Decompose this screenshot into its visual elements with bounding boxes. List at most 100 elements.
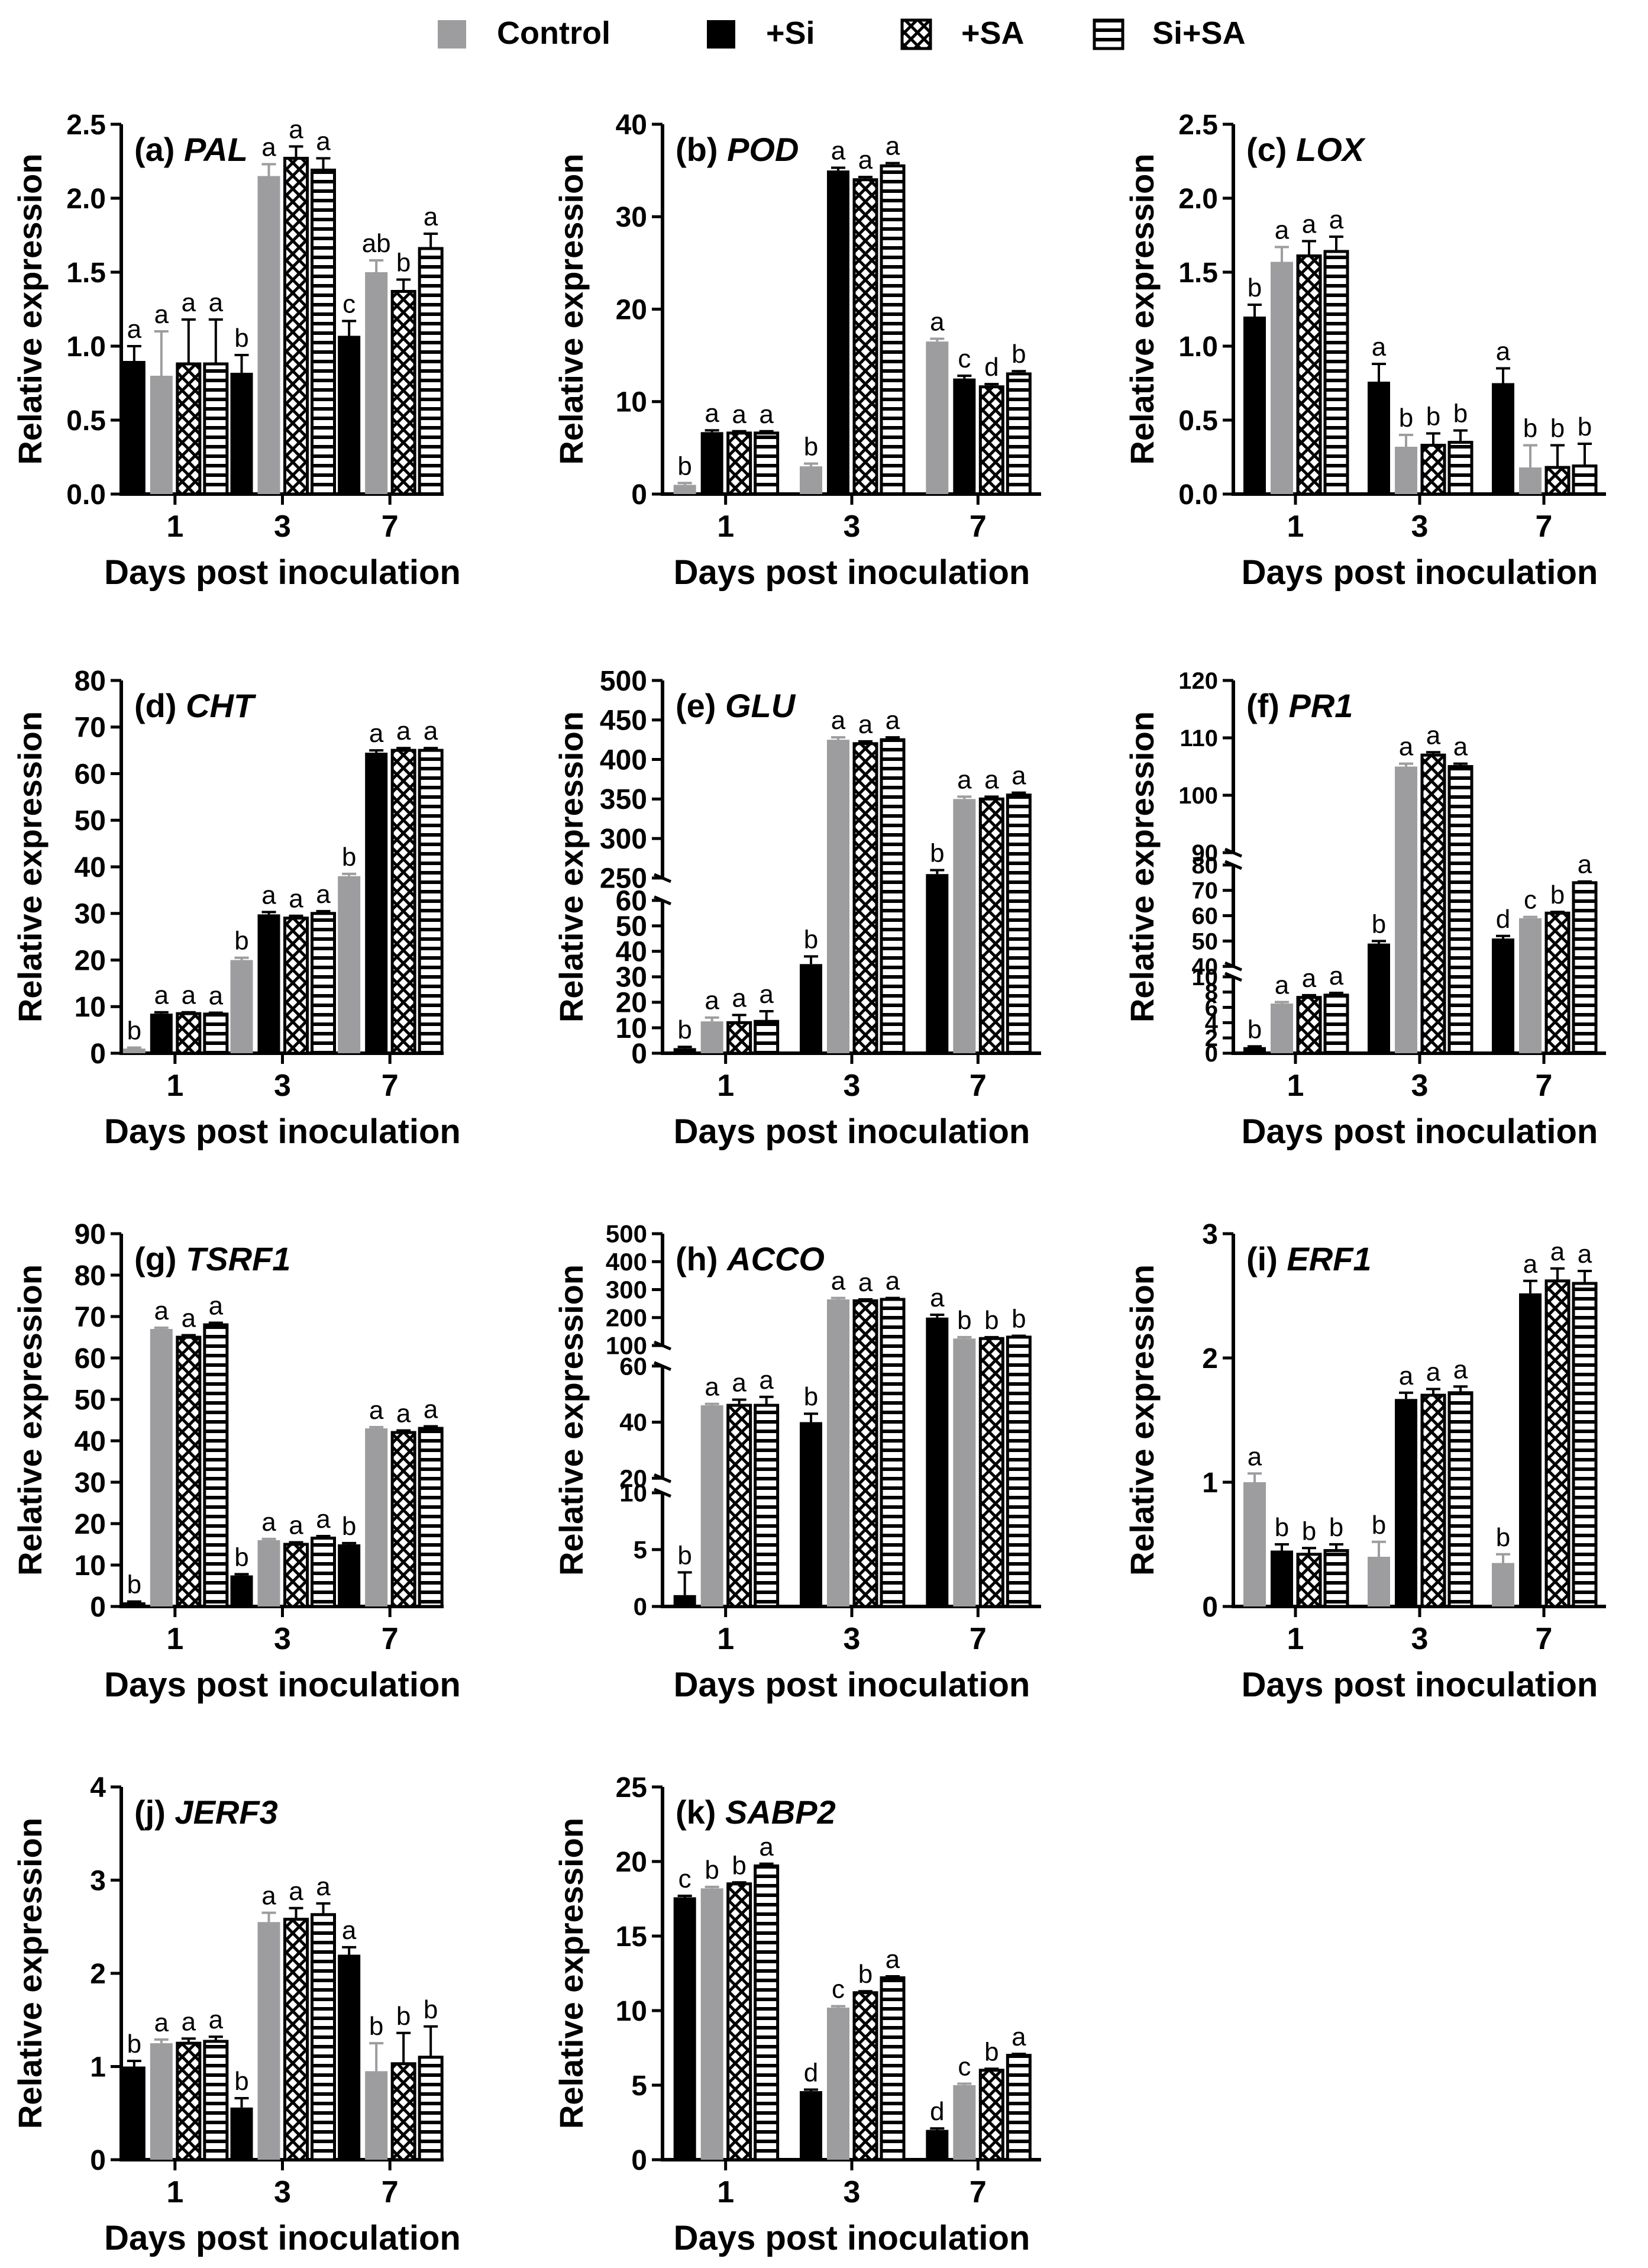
significance-letter: a <box>182 288 196 317</box>
x-tick-label: 1 <box>166 1622 183 1656</box>
bar-si-day7 <box>338 1544 361 1606</box>
bar-control-day7 <box>1492 1563 1514 1606</box>
significance-letter: a <box>1426 1358 1441 1387</box>
bar-control-day1 <box>700 1405 723 1606</box>
bar-si-sa-day1 <box>754 1864 780 2161</box>
significance-letter: a <box>886 706 900 735</box>
bar-sa-day3 <box>283 917 309 1055</box>
significance-letter: a <box>182 981 196 1010</box>
y-tick-label: 0 <box>90 2145 106 2176</box>
bar-si-sa-day3 <box>311 1913 336 2161</box>
panel-title: (i) ERF1 <box>1246 1240 1372 1277</box>
bar-control-day7 <box>1519 467 1542 494</box>
significance-letter: a <box>930 1283 945 1312</box>
significance-letter: b <box>984 1306 999 1335</box>
y-tick-label: 15 <box>616 1921 647 1953</box>
bar-si-day7 <box>1519 1293 1542 1606</box>
panel-label: (f) <box>1246 687 1289 724</box>
panel-title: (e) GLU <box>676 687 796 724</box>
significance-letter: a <box>154 981 169 1010</box>
y-tick-label: 0 <box>634 1593 647 1621</box>
gene-name: CHT <box>186 687 257 724</box>
x-tick-label: 7 <box>1536 509 1553 544</box>
significance-letter: a <box>289 885 303 914</box>
x-tick-label: 1 <box>166 2175 183 2209</box>
y-tick-label: 4 <box>1205 1010 1219 1036</box>
significance-letter: a <box>705 399 719 428</box>
bar-sa-day3 <box>283 1543 309 1608</box>
significance-letter: c <box>832 1975 845 2004</box>
bar-si-day1 <box>1271 1550 1293 1606</box>
x-axis-title: Days post inoculation <box>104 553 461 592</box>
gene-name: TSRF1 <box>186 1240 290 1277</box>
bar-control-day3 <box>230 960 253 1053</box>
significance-letter: a <box>424 1395 438 1424</box>
bar-si-day3 <box>800 2091 822 2160</box>
bar-si-sa-day1 <box>203 1012 229 1055</box>
y-axis-title: Relative expression <box>552 1818 590 2129</box>
y-axis-title: Relative expression <box>11 1818 49 2129</box>
bar-si-sa-day7 <box>1572 464 1598 496</box>
significance-letter: a <box>1329 205 1344 234</box>
significance-letter: b <box>1012 1304 1026 1333</box>
bar-sa-day1 <box>176 1012 202 1055</box>
y-tick-label: 2 <box>90 1959 106 1990</box>
y-tick-label: 10 <box>619 1479 647 1507</box>
significance-letter: a <box>1453 733 1468 762</box>
significance-letter: a <box>1550 1237 1565 1266</box>
bar-si-day3 <box>257 914 280 1053</box>
bar-sa-day1 <box>726 431 752 496</box>
bar-si-day3 <box>1395 1399 1417 1606</box>
significance-letter: b <box>1578 412 1592 441</box>
y-tick-label: 50 <box>1192 928 1219 954</box>
significance-letter: b <box>1550 414 1565 443</box>
y-tick-label: 60 <box>619 1352 647 1380</box>
legend-label-control: Control <box>497 15 610 51</box>
significance-letter: d <box>804 2059 818 2088</box>
significance-letter: a <box>154 300 169 329</box>
bar-sa-day7 <box>390 749 416 1055</box>
x-tick-label: 3 <box>1411 1622 1429 1656</box>
y-tick-label: 0 <box>631 1038 647 1070</box>
significance-letter: b <box>234 2067 248 2096</box>
x-axis-title: Days post inoculation <box>674 553 1030 592</box>
panel-label: (a) <box>134 131 184 168</box>
significance-letter: a <box>759 400 774 429</box>
y-tick-label: 10 <box>616 1996 647 2027</box>
bar-si-day3 <box>1368 382 1390 494</box>
significance-letter: a <box>858 710 873 739</box>
y-tick-label: 80 <box>75 1260 106 1292</box>
y-axis-title: Relative expression <box>1123 711 1161 1022</box>
bar-control-day3 <box>1368 1557 1390 1606</box>
y-axis-title: Relative expression <box>552 711 590 1022</box>
y-axis-title: Relative expression <box>11 711 49 1022</box>
significance-letter: a <box>1578 1240 1592 1269</box>
bar-control-day3 <box>257 1922 280 2160</box>
y-tick-label: 6 <box>1205 995 1218 1021</box>
y-tick-label: 450 <box>600 705 647 737</box>
significance-letter: b <box>677 1015 691 1044</box>
significance-letter: a <box>154 2008 169 2037</box>
significance-letter: a <box>732 983 747 1012</box>
y-tick-label: 30 <box>616 202 647 233</box>
bar-si-sa-day1 <box>203 2040 229 2161</box>
significance-letter: a <box>1329 962 1344 991</box>
bar-sa-day3 <box>1420 1393 1446 1608</box>
bar-si-sa-day7 <box>1572 1282 1598 1608</box>
bar-si-sa-day1 <box>203 362 229 496</box>
bar-si-sa-day1 <box>754 1020 780 1055</box>
significance-letter: b <box>342 1512 356 1541</box>
bar-sa-day1 <box>726 1021 752 1055</box>
bar-si-day3 <box>800 964 822 1053</box>
y-tick-label: 40 <box>616 109 647 141</box>
y-axis-title: Relative expression <box>552 1264 590 1576</box>
significance-letter: b <box>369 2012 383 2041</box>
y-tick-label: 40 <box>1192 954 1219 980</box>
bar-sa-day1 <box>1296 1553 1322 1608</box>
bar-sa-day7 <box>390 1431 416 1608</box>
bar-si-sa-day1 <box>203 1323 229 1608</box>
significance-letter: a <box>182 2007 196 2036</box>
bar-control-day1 <box>1271 1004 1293 1053</box>
